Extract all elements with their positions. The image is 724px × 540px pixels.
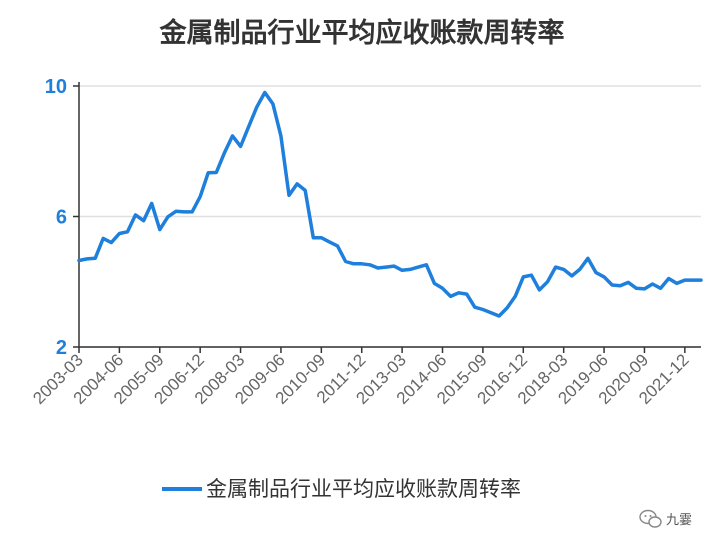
y-axis: 10 6 2 bbox=[45, 76, 80, 359]
watermark-text: 九霎 bbox=[666, 513, 692, 528]
x-axis: 2003-032004-062005-092006-122008-032009-… bbox=[29, 346, 701, 408]
wechat-icon bbox=[639, 509, 662, 528]
y-tick-label: 2 bbox=[56, 337, 67, 359]
y-tick-label: 6 bbox=[56, 207, 67, 229]
legend: 金属制品行业平均应收账款周转率 bbox=[162, 477, 521, 501]
grid-lines bbox=[79, 85, 701, 348]
chart-title: 金属制品行业平均应收账款周转率 bbox=[159, 17, 565, 49]
y-tick-label: 10 bbox=[45, 76, 67, 98]
legend-label: 金属制品行业平均应收账款周转率 bbox=[206, 477, 521, 501]
series-line bbox=[77, 90, 703, 318]
watermark: 九霎 bbox=[639, 509, 692, 528]
